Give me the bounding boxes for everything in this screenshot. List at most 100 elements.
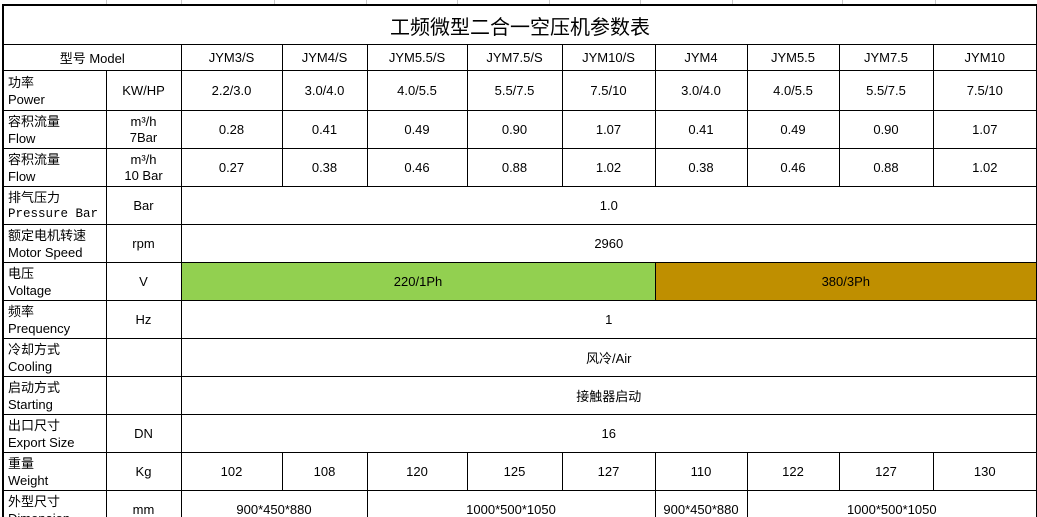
unit-line: 7Bar [129, 129, 158, 145]
value-cell: 2.2/3.0 [180, 70, 283, 111]
model-header-cell: 型号 Model [2, 44, 182, 71]
value-cell: 120 [366, 452, 468, 491]
unit-cell-flow-7bar: m³/h 7Bar [105, 110, 182, 149]
row-label-flow-7bar: 容积流量 Flow [2, 110, 107, 149]
value-cell: 0.28 [180, 110, 283, 149]
model-column-header: JYM4 [654, 44, 748, 71]
gridline-tick [732, 0, 733, 4]
value-cell: 127 [838, 452, 934, 491]
value-cell: 7.5/10 [561, 70, 656, 111]
merged-value-cell: 接触器启动 [180, 376, 1037, 415]
row-label-en: Cooling [8, 358, 53, 374]
row-label-pressure: 排气压力 Pressure Bar [2, 186, 107, 225]
value-cell: 110 [654, 452, 748, 491]
row-label-en: Prequency [8, 320, 71, 336]
value-cell: 0.46 [366, 148, 468, 187]
row-label-flow-10bar: 容积流量 Flow [2, 148, 107, 187]
unit-cell-dimension: mm [105, 490, 182, 517]
unit-cell-starting [105, 376, 182, 415]
value-cell: 1.02 [561, 148, 656, 187]
model-column-header: JYM3/S [180, 44, 283, 71]
row-label-cn: 外型尺寸 [8, 493, 61, 509]
row-label-cn: 容积流量 [8, 151, 61, 167]
gridline-tick [106, 0, 107, 4]
unit-line: 10 Bar [124, 167, 163, 183]
row-label-en: Starting [8, 396, 53, 412]
value-cell: 0.38 [654, 148, 748, 187]
row-label-en: Motor Speed [8, 244, 83, 260]
value-cell: 0.49 [366, 110, 468, 149]
unit-cell-frequency: Hz [105, 300, 182, 339]
row-label-frequency: 频率 Prequency [2, 300, 107, 339]
gridline-tick [366, 0, 367, 4]
gridline-tick [640, 0, 641, 4]
model-column-header: JYM7.5 [838, 44, 934, 71]
row-label-cooling: 冷却方式 Cooling [2, 338, 107, 377]
dimension-value-cell: 900*450*880 [180, 490, 368, 517]
row-label-voltage: 电压 Voltage [2, 262, 107, 301]
row-label-en: Dimenaion [8, 510, 105, 517]
value-cell: 0.41 [281, 110, 368, 149]
compressor-spec-table: 工频微型二合一空压机参数表 型号 Model JYM3/S JYM4/S JYM… [2, 4, 1037, 517]
unit-cell-weight: Kg [105, 452, 182, 491]
merged-value-cell: 1 [180, 300, 1037, 339]
row-label-en: Flow [8, 168, 36, 184]
value-cell: 0.38 [281, 148, 368, 187]
value-cell: 0.49 [746, 110, 840, 149]
unit-cell-voltage: V [105, 262, 182, 301]
value-cell: 0.27 [180, 148, 283, 187]
row-label-cn: 功率 [8, 74, 35, 90]
value-cell: 102 [180, 452, 283, 491]
value-cell: 0.88 [466, 148, 563, 187]
value-cell: 1.07 [561, 110, 656, 149]
value-cell: 4.0/5.5 [366, 70, 468, 111]
value-cell: 3.0/4.0 [281, 70, 368, 111]
row-label-en: Pressure Bar [8, 206, 99, 221]
row-label-en: Voltage [8, 282, 52, 298]
value-cell: 0.90 [466, 110, 563, 149]
gridline-tick [181, 0, 182, 4]
row-label-cn: 频率 [8, 303, 35, 319]
value-cell: 127 [561, 452, 656, 491]
merged-value-cell: 风冷/Air [180, 338, 1037, 377]
value-cell: 0.88 [838, 148, 934, 187]
unit-cell-export-size: DN [105, 414, 182, 453]
row-label-cn: 重量 [8, 455, 35, 471]
value-cell: 0.46 [746, 148, 840, 187]
value-cell: 130 [932, 452, 1037, 491]
value-cell: 0.90 [838, 110, 934, 149]
row-label-cn: 出口尺寸 [8, 417, 61, 433]
value-cell: 5.5/7.5 [838, 70, 934, 111]
row-label-en: Flow [8, 130, 36, 146]
unit-line: m³/h [130, 151, 157, 167]
row-label-cn: 排气压力 [8, 189, 61, 205]
gridline-tick [842, 0, 843, 4]
voltage-single-phase-cell: 220/1Ph [180, 262, 656, 301]
spreadsheet-gridline-strip [0, 0, 1037, 4]
unit-cell-motor-speed: rpm [105, 224, 182, 263]
unit-cell-cooling [105, 338, 182, 377]
model-column-header: JYM5.5/S [366, 44, 468, 71]
model-column-header: JYM10/S [561, 44, 656, 71]
voltage-three-phase-cell: 380/3Ph [654, 262, 1037, 301]
merged-value-cell: 2960 [180, 224, 1037, 263]
merged-value-cell: 1.0 [180, 186, 1037, 225]
dimension-value-cell: 1000*500*1050 [366, 490, 656, 517]
dimension-value-cell: 1000*500*1050 [746, 490, 1037, 517]
row-label-export-size: 出口尺寸 Export Size [2, 414, 107, 453]
value-cell: 108 [281, 452, 368, 491]
row-label-motor-speed: 额定电机转速 Motor Speed [2, 224, 107, 263]
model-column-header: JYM10 [932, 44, 1037, 71]
value-cell: 1.07 [932, 110, 1037, 149]
gridline-tick [935, 0, 936, 4]
row-label-cn: 冷却方式 [8, 341, 61, 357]
table-title: 工频微型二合一空压机参数表 [2, 4, 1037, 45]
value-cell: 4.0/5.5 [746, 70, 840, 111]
gridline-tick [549, 0, 550, 4]
value-cell: 1.02 [932, 148, 1037, 187]
value-cell: 7.5/10 [932, 70, 1037, 111]
model-column-header: JYM4/S [281, 44, 368, 71]
merged-value-cell: 16 [180, 414, 1037, 453]
row-label-starting: 启动方式 Starting [2, 376, 107, 415]
